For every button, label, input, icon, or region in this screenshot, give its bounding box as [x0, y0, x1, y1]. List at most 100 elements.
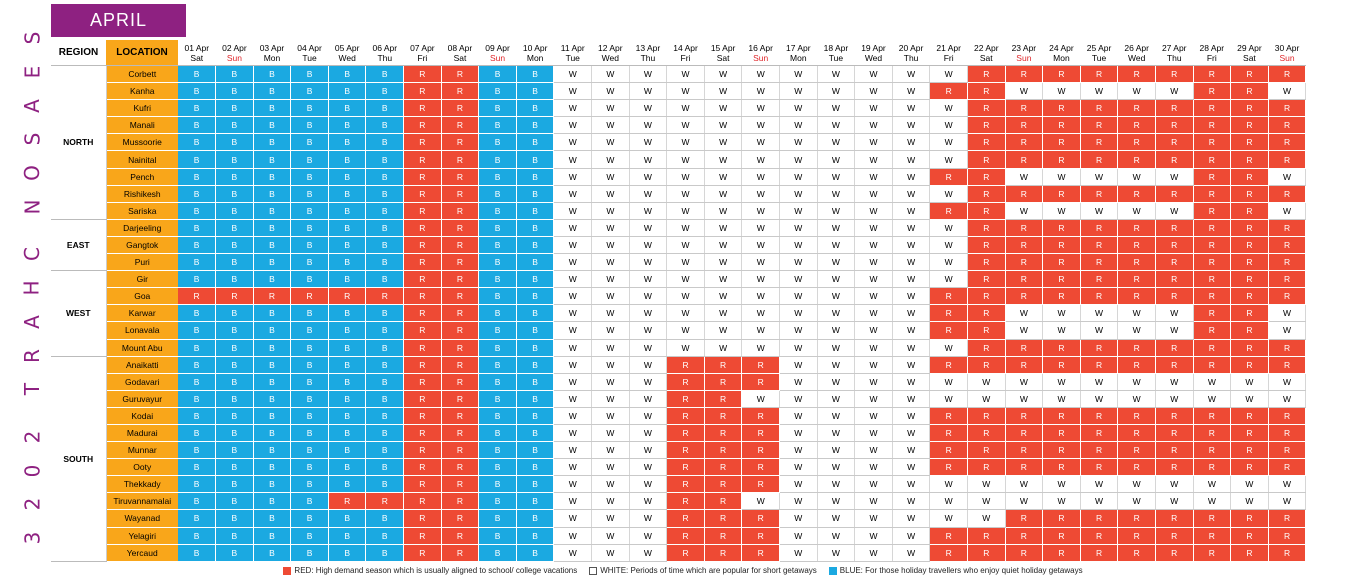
season-cell: B — [178, 390, 217, 408]
season-cell: W — [591, 150, 630, 169]
season-cell: B — [178, 424, 217, 443]
season-cell: W — [741, 236, 780, 255]
season-cell: R — [1230, 168, 1269, 186]
season-cell: W — [591, 116, 630, 135]
location-label: Karwar — [106, 304, 178, 323]
date-header: 14 Apr Fri — [666, 40, 705, 66]
season-cell: R — [1042, 253, 1081, 272]
date-label: 11 Apr — [560, 42, 585, 53]
season-cell: W — [591, 407, 630, 425]
season-cell: W — [666, 65, 705, 84]
season-cell: R — [704, 424, 743, 443]
season-cell: B — [253, 185, 292, 203]
season-cell: B — [253, 475, 292, 494]
season-cell: B — [328, 116, 367, 135]
season-cell: R — [1155, 270, 1194, 289]
season-cell: B — [478, 99, 517, 118]
season-cell: B — [178, 321, 217, 340]
season-cell: B — [290, 424, 329, 443]
season-cell: R — [441, 219, 480, 237]
season-cell: R — [967, 82, 1006, 101]
season-cell: W — [1080, 475, 1119, 494]
season-cell: R — [1268, 133, 1307, 152]
season-cell: B — [328, 82, 367, 101]
table-row: EAST Darjeeling B B B B B B R R B B W W W W W W W W W W W R R R R R… — [51, 219, 1307, 272]
season-cell: W — [929, 492, 968, 511]
season-cell: R — [1155, 424, 1194, 443]
season-cell: W — [553, 270, 593, 289]
season-cell: W — [741, 339, 780, 357]
season-cell: B — [516, 458, 555, 477]
season-cell: W — [929, 150, 968, 169]
season-cell: R — [967, 544, 1006, 562]
season-cell: B — [290, 321, 329, 340]
season-cell: B — [478, 219, 517, 237]
season-cell: B — [290, 219, 329, 237]
season-cell: W — [704, 321, 743, 340]
season-cell: B — [365, 339, 405, 357]
season-cell: W — [1117, 321, 1156, 340]
season-cell: R — [1230, 339, 1269, 357]
season-cell: W — [854, 236, 893, 255]
season-cell: B — [178, 202, 217, 220]
season-cell: B — [290, 202, 329, 220]
season-cell: R — [1080, 407, 1119, 425]
season-cell: R — [441, 321, 480, 340]
season-cell: R — [1268, 270, 1307, 289]
legend-item: WHITE: Periods of time which are popular… — [589, 566, 817, 575]
season-cell: B — [365, 458, 405, 477]
season-cell: B — [516, 219, 555, 237]
location-label: Kufri — [106, 99, 178, 118]
season-cell: B — [290, 509, 329, 528]
season-cell: R — [704, 509, 743, 528]
season-cell: R — [704, 373, 743, 391]
season-cell: W — [817, 185, 856, 203]
season-cell: B — [253, 441, 292, 460]
season-cell: W — [892, 287, 931, 306]
season-cell: W — [629, 441, 668, 460]
season-cell: W — [779, 339, 818, 357]
season-cell: B — [478, 82, 517, 101]
season-cell: R — [666, 509, 705, 528]
season-cell: R — [365, 492, 405, 511]
season-cell: W — [666, 202, 705, 220]
season-cell: R — [1117, 287, 1156, 306]
season-cell: W — [854, 168, 893, 186]
season-cell: W — [1042, 492, 1081, 511]
season-cell: B — [253, 304, 292, 323]
season-cell: B — [328, 356, 367, 374]
season-cell: W — [1042, 390, 1081, 408]
table-row: Yelagiri B B B B B B R R B B W W W R R R W W W W R R R R R R R R R R — [51, 527, 1307, 545]
season-cell: W — [817, 475, 856, 494]
season-cell: R — [441, 82, 480, 101]
season-cell: R — [1042, 339, 1081, 357]
season-cell: R — [403, 373, 442, 391]
season-cell: W — [704, 339, 743, 357]
season-cell: R — [441, 475, 480, 494]
season-cell: B — [365, 116, 405, 135]
season-cell: R — [929, 168, 968, 186]
season-cell: B — [253, 82, 292, 101]
season-cell: W — [854, 492, 893, 511]
location-label: Sariska — [106, 202, 178, 220]
season-cell: B — [290, 116, 329, 135]
season-cell: B — [478, 236, 517, 255]
season-cell: W — [892, 99, 931, 118]
season-cell: W — [1117, 373, 1156, 391]
season-cell: W — [629, 219, 668, 237]
season-cell: R — [1193, 270, 1232, 289]
season-cell: W — [892, 82, 931, 101]
season-cell: W — [591, 185, 630, 203]
season-cell: W — [892, 65, 931, 84]
season-cell: R — [1005, 356, 1044, 374]
season-cell: W — [892, 544, 931, 562]
season-cell: R — [403, 424, 442, 443]
season-cell: W — [553, 99, 593, 118]
season-cell: W — [779, 168, 818, 186]
season-cell: B — [328, 424, 367, 443]
season-cell: R — [403, 82, 442, 101]
date-header: 03 Apr Mon — [253, 40, 291, 66]
season-cell: B — [478, 116, 517, 135]
season-cell: R — [1080, 65, 1119, 84]
season-cell: B — [478, 492, 517, 511]
